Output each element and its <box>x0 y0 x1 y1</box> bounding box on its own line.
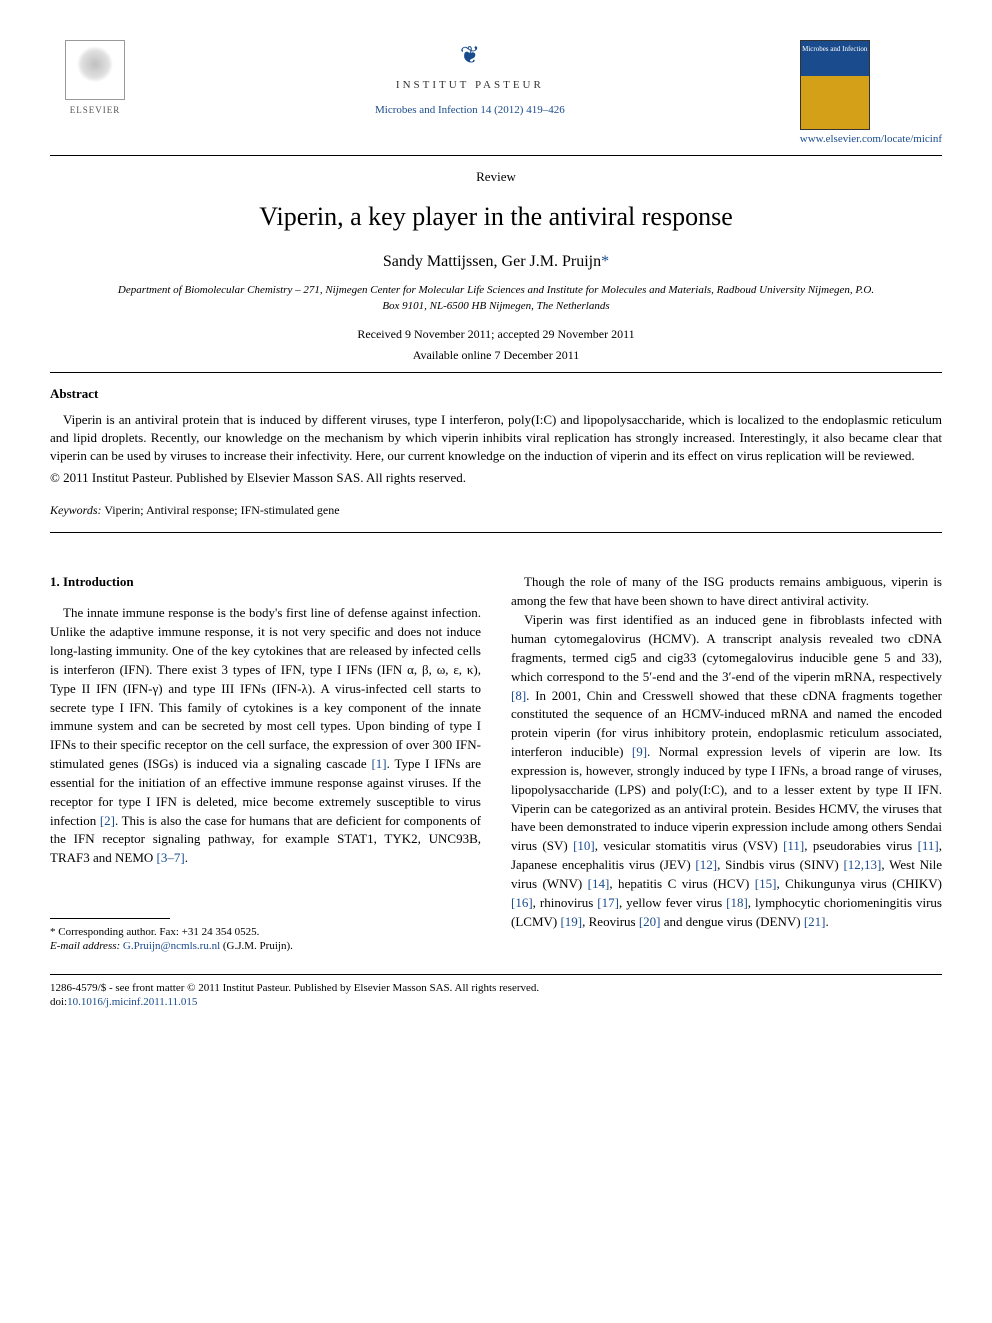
page-header: ELSEVIER ❦ INSTITUT PASTEUR Microbes and… <box>50 40 942 147</box>
pasteur-icon: ❦ <box>140 40 800 74</box>
col2-p2: Viperin was first identified as an induc… <box>511 611 942 931</box>
ref-link-16[interactable]: [16] <box>511 895 533 910</box>
ref-link-15[interactable]: [15] <box>755 876 777 891</box>
footer-doi: doi:10.1016/j.micinf.2011.11.015 <box>50 995 942 1009</box>
author-names: Sandy Mattijssen, Ger J.M. Pruijn <box>383 253 601 270</box>
keywords-label: Keywords: <box>50 503 102 517</box>
corresponding-marker: * <box>601 253 609 270</box>
affiliation: Department of Biomolecular Chemistry – 2… <box>50 283 942 314</box>
ref-link-14[interactable]: [14] <box>588 876 610 891</box>
article-title: Viperin, a key player in the antiviral r… <box>50 199 942 235</box>
keywords: Keywords: Viperin; Antiviral response; I… <box>50 502 942 519</box>
email-name: (G.J.M. Pruijn). <box>220 940 293 952</box>
ref-link-12[interactable]: [12] <box>695 857 717 872</box>
rule-top <box>50 155 942 156</box>
email-address[interactable]: G.Pruijn@ncmls.ru.nl <box>123 940 220 952</box>
footer-rule <box>50 974 942 975</box>
footnote-email: E-mail address: G.Pruijn@ncmls.ru.nl (G.… <box>50 939 481 953</box>
ref-link-10[interactable]: [10] <box>573 838 595 853</box>
article-type: Review <box>50 168 942 186</box>
ref-link-2[interactable]: [2] <box>100 813 115 828</box>
elsevier-logo: ELSEVIER <box>50 40 140 117</box>
ref-link-9[interactable]: [9] <box>632 744 647 759</box>
elsevier-tree-icon <box>65 40 125 100</box>
ref-link-11[interactable]: [11] <box>783 838 804 853</box>
footnote-rule <box>50 918 170 919</box>
doi-link[interactable]: 10.1016/j.micinf.2011.11.015 <box>67 996 197 1008</box>
journal-cover-title: Microbes and Infection <box>801 41 869 55</box>
abstract-heading: Abstract <box>50 385 942 403</box>
section-heading-intro: 1. Introduction <box>50 573 481 592</box>
ref-link-3-7[interactable]: [3–7] <box>157 850 185 865</box>
body-columns: 1. Introduction The innate immune respon… <box>50 573 942 953</box>
ref-link-8[interactable]: [8] <box>511 688 526 703</box>
ref-link-19[interactable]: [19] <box>560 914 582 929</box>
received-date: Received 9 November 2011; accepted 29 No… <box>50 326 942 343</box>
doi-label: doi: <box>50 996 67 1008</box>
ref-link-12-13[interactable]: [12,13] <box>843 857 881 872</box>
ref-link-1[interactable]: [1] <box>371 756 386 771</box>
institute-name: INSTITUT PASTEUR <box>140 78 800 93</box>
journal-cover-block: Microbes and Infection www.elsevier.com/… <box>800 40 942 147</box>
ref-link-18[interactable]: [18] <box>726 895 748 910</box>
intro-paragraph: The innate immune response is the body's… <box>50 604 481 868</box>
authors: Sandy Mattijssen, Ger J.M. Pruijn* <box>50 251 942 273</box>
abstract-copyright: © 2011 Institut Pasteur. Published by El… <box>50 469 942 487</box>
ref-link-20[interactable]: [20] <box>639 914 661 929</box>
column-right: Though the role of many of the ISG produ… <box>511 573 942 953</box>
abstract-text: Viperin is an antiviral protein that is … <box>50 411 942 466</box>
rule-abstract-bottom <box>50 532 942 533</box>
rule-abstract-top <box>50 372 942 373</box>
footer-issn: 1286-4579/$ - see front matter © 2011 In… <box>50 981 942 995</box>
institute-logo: ❦ INSTITUT PASTEUR Microbes and Infectio… <box>140 40 800 118</box>
available-date: Available online 7 December 2011 <box>50 347 942 364</box>
col2-p1: Though the role of many of the ISG produ… <box>511 573 942 611</box>
ref-link-21[interactable]: [21] <box>804 914 826 929</box>
journal-cover-image: Microbes and Infection <box>800 40 870 130</box>
ref-link-11b[interactable]: [11] <box>918 838 939 853</box>
email-label: E-mail address: <box>50 940 123 952</box>
journal-url[interactable]: www.elsevier.com/locate/micinf <box>800 132 942 147</box>
footnote-corresponding: * Corresponding author. Fax: +31 24 354 … <box>50 925 481 939</box>
ref-link-17[interactable]: [17] <box>597 895 619 910</box>
keywords-text: Viperin; Antiviral response; IFN-stimula… <box>102 503 340 517</box>
citation-line: Microbes and Infection 14 (2012) 419–426 <box>140 103 800 118</box>
column-left: 1. Introduction The innate immune respon… <box>50 573 481 953</box>
publisher-name: ELSEVIER <box>50 104 140 117</box>
